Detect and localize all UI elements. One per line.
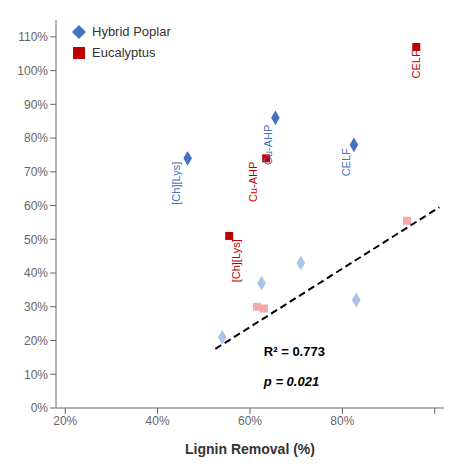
html-text:Eucalyptus: Eucalyptus: [92, 45, 156, 60]
svg-text:20%: 20%: [24, 334, 48, 348]
svg-text:30%: 30%: [24, 300, 48, 314]
svg-text:80%: 80%: [24, 131, 48, 145]
svg-text:Cu-AHP: Cu-AHP: [247, 162, 259, 202]
svg-text:CELF: CELF: [340, 148, 352, 176]
svg-text:20%: 20%: [53, 414, 77, 428]
svg-text:10%: 10%: [24, 368, 48, 382]
svg-text:CELF: CELF: [410, 50, 422, 78]
svg-text:R² = 0.773: R² = 0.773: [264, 344, 325, 359]
svg-text:100%: 100%: [17, 64, 48, 78]
svg-text:70%: 70%: [24, 165, 48, 179]
svg-text:[Ch][Lys]: [Ch][Lys]: [230, 239, 242, 282]
svg-text:Cu-AHP: Cu-AHP: [262, 125, 274, 165]
svg-text:Lignin Removal (%): Lignin Removal (%): [185, 441, 315, 457]
svg-text:60%: 60%: [24, 199, 48, 213]
svg-text:40%: 40%: [24, 266, 48, 280]
html-text:Hybrid Poplar: Hybrid Poplar: [92, 24, 171, 39]
svg-text:80%: 80%: [330, 414, 354, 428]
svg-text:50%: 50%: [24, 233, 48, 247]
svg-text:0%: 0%: [31, 401, 49, 415]
svg-text:p = 0.021: p = 0.021: [263, 374, 319, 389]
svg-text:60%: 60%: [238, 414, 262, 428]
svg-text:[Ch][Lys]: [Ch][Lys]: [170, 162, 182, 205]
svg-text:110%: 110%: [18, 30, 48, 44]
svg-text:90%: 90%: [24, 98, 48, 112]
svg-text:40%: 40%: [146, 414, 170, 428]
